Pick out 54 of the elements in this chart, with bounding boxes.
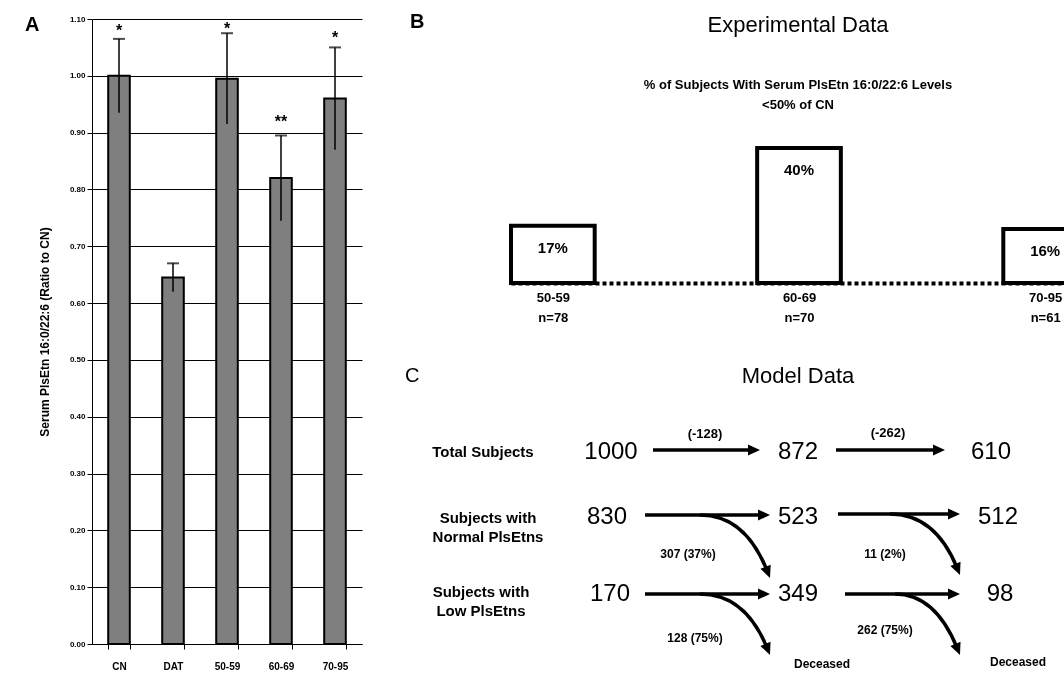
y-tick-label: 1.10 — [69, 14, 87, 24]
text: A — [25, 13, 40, 35]
annotation: ** — [274, 113, 288, 130]
text: Deceased — [989, 655, 1047, 669]
y-tick-label: 0.50 — [69, 355, 87, 365]
x-tick-label: 70-95 n=61 — [1029, 289, 1063, 325]
text: 262 (75%) — [857, 623, 913, 637]
annotation: * — [223, 20, 231, 37]
text: 98 — [986, 579, 1014, 606]
x-tick-label: DAT — [163, 660, 184, 672]
y-tick-label: 0.60 — [69, 298, 87, 308]
text: 523 — [777, 502, 819, 529]
text: 610 — [970, 437, 1012, 464]
y-tick-label: 0.80 — [69, 184, 87, 194]
text: 1000 — [584, 437, 638, 464]
x-tick-label: CN — [112, 660, 127, 672]
x-tick-label: 60-69 n=70 — [782, 289, 817, 325]
y-axis-title: Serum PlsEtn 16:0/22:6 (Ratio to CN) — [37, 227, 52, 437]
x-tick-label: 50-59 n=78 — [536, 289, 570, 325]
data-label: 40% — [783, 161, 815, 178]
y-tick-label: 0.20 — [69, 525, 87, 535]
text: 170 — [589, 579, 631, 606]
y-tick-label: 0.10 — [69, 582, 87, 592]
y-tick-label: 0.40 — [69, 412, 87, 422]
text: Total Subjects — [432, 443, 534, 460]
x-tick-label: 70-95 — [322, 660, 349, 672]
y-tick-label: 0.00 — [69, 639, 87, 649]
text: 11 (2%) — [864, 547, 906, 561]
text: Subjects with Normal PlsEtns — [432, 508, 544, 545]
text: Subjects with Low PlsEtns — [432, 582, 530, 619]
text: Deceased — [793, 657, 851, 671]
text: 830 — [586, 502, 628, 529]
text: Model Data — [741, 363, 856, 388]
x-tick-label: 50-59 — [214, 660, 241, 672]
chart-subtitle: % of Subjects With Serum PlsEtn 16:0/22:6 Levels <50% of CN — [643, 77, 953, 112]
text: (-262) — [870, 425, 906, 440]
text: (-128) — [687, 426, 723, 441]
chart-title: Experimental Data — [707, 12, 890, 37]
y-tick-label: 1.00 — [69, 71, 87, 81]
text: 872 — [777, 437, 819, 464]
y-tick-label: 0.90 — [69, 128, 87, 138]
text: 128 (75%) — [667, 631, 723, 645]
annotation: * — [331, 29, 339, 46]
data-label: 16% — [1030, 242, 1061, 259]
annotation: * — [115, 22, 123, 39]
y-tick-label: 0.30 — [69, 469, 87, 479]
text: 307 (37%) — [660, 547, 716, 561]
text: B — [410, 10, 425, 32]
text: 349 — [777, 579, 819, 606]
text: 512 — [977, 502, 1019, 529]
y-tick-label: 0.70 — [69, 241, 87, 251]
data-label: 17% — [537, 238, 568, 256]
text: C — [405, 364, 420, 386]
x-tick-label: 60-69 — [268, 660, 295, 672]
